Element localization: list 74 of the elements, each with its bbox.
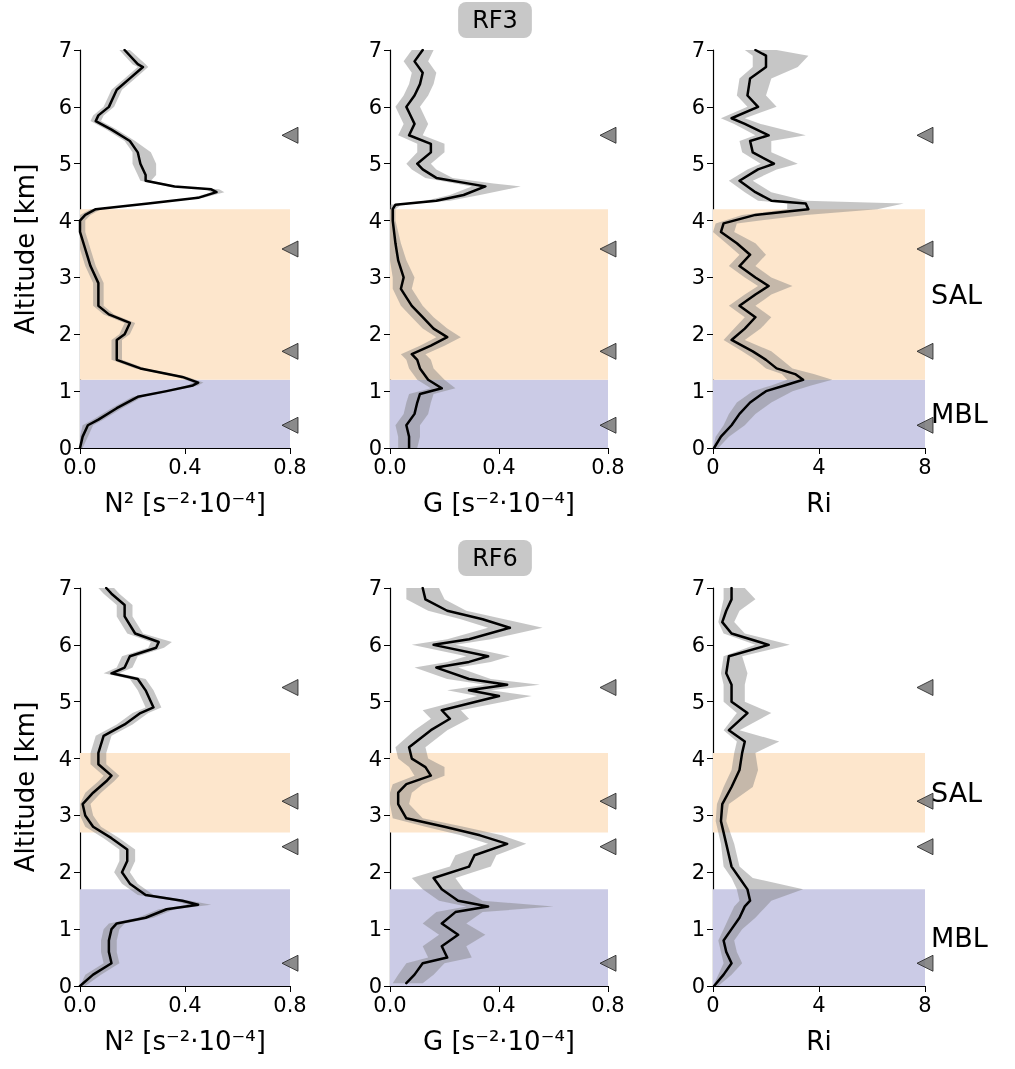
y-tick-label: 7	[368, 38, 382, 62]
y-tick-label: 4	[691, 208, 705, 233]
y-tick-label: 1	[58, 379, 72, 404]
chart-title: RF3	[472, 6, 518, 34]
y-tick-label: 3	[691, 265, 705, 290]
y-tick-label: 5	[368, 689, 382, 714]
x-tick-label: 0.8	[591, 992, 625, 1017]
band-label: MBL	[931, 922, 988, 954]
x-axis-title: N² [s⁻²·10⁻⁴]	[104, 488, 266, 518]
y-tick-label: 6	[368, 632, 382, 657]
x-tick-label: 0.4	[482, 454, 516, 479]
chart-title: RF6	[472, 544, 518, 572]
y-tick-label: 5	[58, 689, 72, 714]
y-tick-label: 1	[368, 379, 382, 404]
band-label: SAL	[931, 278, 983, 310]
x-tick-label: 4	[812, 992, 826, 1017]
x-axis-title: G [s⁻²·10⁻⁴]	[423, 488, 575, 518]
x-tick-label: 0.8	[273, 454, 307, 479]
y-tick-label: 6	[691, 632, 705, 657]
y-tick-label: 1	[368, 917, 382, 942]
x-tick-label: 0.4	[168, 454, 202, 479]
x-tick-label: 0.0	[63, 992, 97, 1017]
x-axis-title: N² [s⁻²·10⁻⁴]	[104, 1026, 266, 1056]
y-tick-label: 5	[691, 151, 705, 176]
y-tick-label: 7	[58, 576, 72, 600]
y-tick-label: 3	[368, 803, 382, 828]
x-tick-label: 0.4	[482, 992, 516, 1017]
y-tick-label: 6	[691, 94, 705, 119]
y-tick-label: 3	[368, 265, 382, 290]
y-tick-label: 5	[368, 151, 382, 176]
y-tick-label: 7	[368, 576, 382, 600]
x-tick-label: 0.0	[373, 454, 407, 479]
x-axis-title: Ri	[806, 488, 832, 518]
y-tick-label: 0	[691, 974, 705, 998]
x-axis-title: Ri	[806, 1026, 832, 1056]
y-tick-label: 6	[368, 94, 382, 119]
x-tick-label: 0.8	[273, 992, 307, 1017]
y-tick-label: 3	[58, 803, 72, 828]
y-tick-label: 4	[691, 746, 705, 771]
y-tick-label: 4	[368, 746, 382, 771]
y-tick-label: 0	[691, 436, 705, 460]
y-tick-label: 5	[58, 151, 72, 176]
y-tick-label: 6	[58, 632, 72, 657]
y-tick-label: 2	[58, 860, 72, 885]
band-label: SAL	[931, 777, 983, 809]
x-tick-label: 8	[918, 992, 932, 1017]
y-tick-label: 2	[691, 322, 705, 347]
x-axis-title: G [s⁻²·10⁻⁴]	[423, 1026, 575, 1056]
y-axis-title: Altitude [km]	[10, 701, 40, 873]
y-tick-label: 7	[691, 576, 705, 600]
x-tick-label: 0.4	[168, 992, 202, 1017]
y-tick-label: 2	[368, 860, 382, 885]
band-label: MBL	[931, 398, 988, 430]
y-tick-label: 4	[58, 746, 72, 771]
x-tick-label: 0.0	[63, 454, 97, 479]
y-tick-label: 4	[368, 208, 382, 233]
y-tick-label: 7	[58, 38, 72, 62]
y-tick-label: 6	[58, 94, 72, 119]
y-tick-label: 1	[58, 917, 72, 942]
y-tick-label: 3	[691, 803, 705, 828]
y-tick-label: 2	[368, 322, 382, 347]
x-tick-label: 4	[812, 454, 826, 479]
y-tick-label: 4	[58, 208, 72, 233]
x-tick-label: 8	[918, 454, 932, 479]
y-tick-label: 1	[691, 379, 705, 404]
y-tick-label: 5	[691, 689, 705, 714]
x-tick-label: 0.8	[591, 454, 625, 479]
y-tick-label: 1	[691, 917, 705, 942]
x-tick-label: 0.0	[373, 992, 407, 1017]
y-axis-title: Altitude [km]	[10, 163, 40, 335]
y-tick-label: 2	[691, 860, 705, 885]
y-tick-label: 2	[58, 322, 72, 347]
y-tick-label: 7	[691, 38, 705, 62]
y-tick-label: 3	[58, 265, 72, 290]
